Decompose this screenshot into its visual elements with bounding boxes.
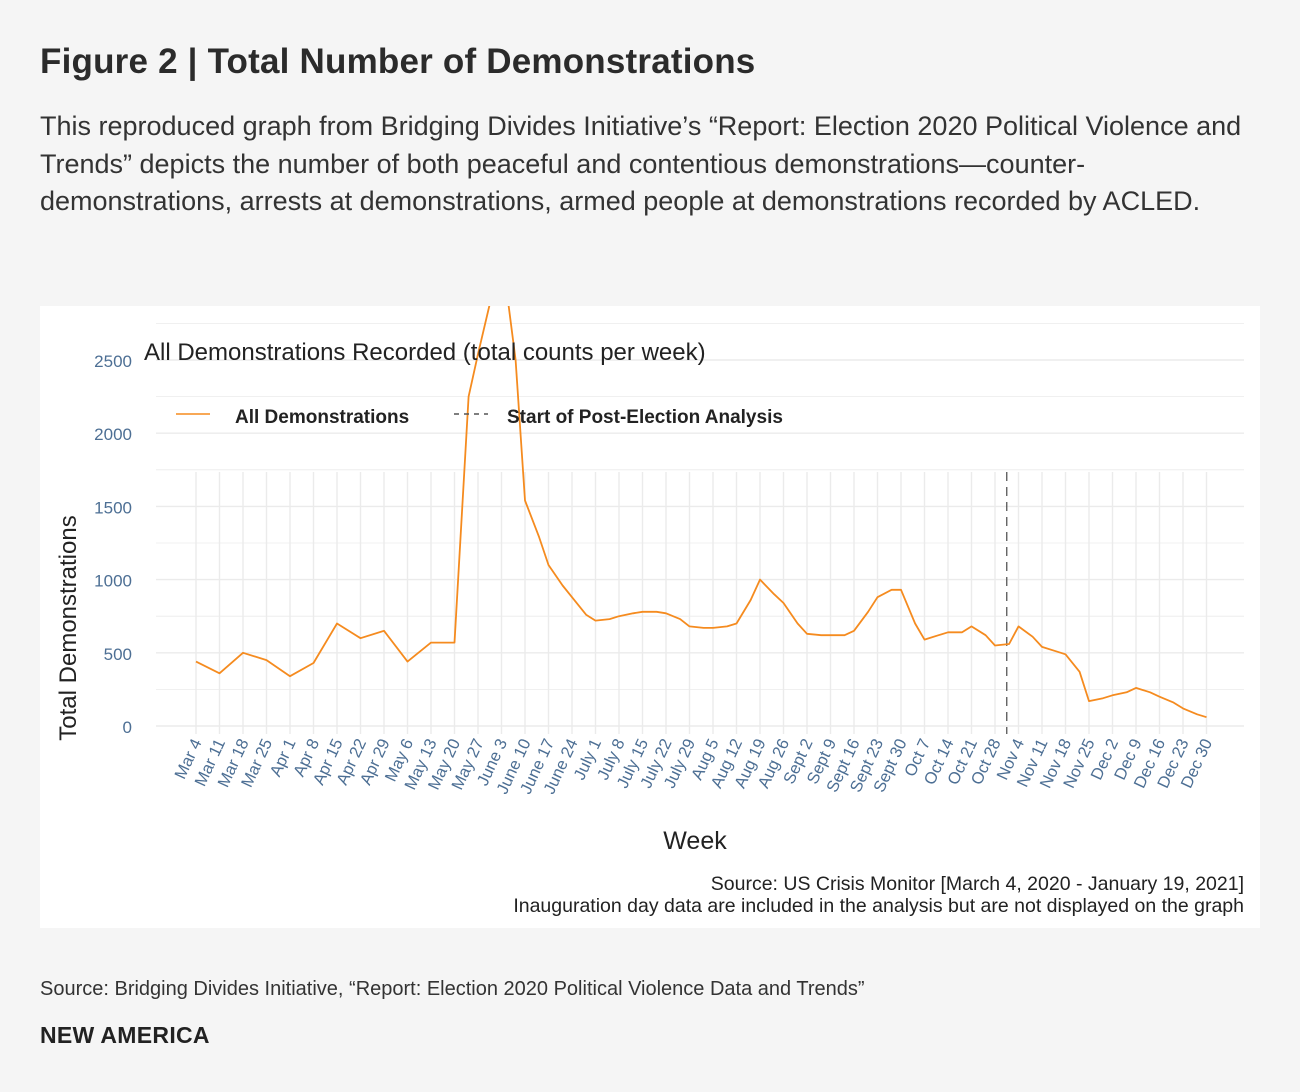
figure-source: Source: Bridging Divides Initiative, “Re… [40, 978, 865, 1000]
legend: All Demonstrations Start of Post-Electio… [176, 407, 783, 428]
y-tick-label: 500 [104, 645, 132, 664]
chart-title: All Demonstrations Recorded (total count… [144, 339, 706, 366]
x-axis-label: Week [663, 827, 727, 855]
legend-label-post-election: Start of Post-Election Analysis [507, 407, 783, 428]
series-line-all-demonstrations [195, 306, 1207, 719]
source-note: Source: US Crisis Monitor [March 4, 2020… [711, 873, 1244, 895]
legend-label-all-demonstrations: All Demonstrations [235, 407, 409, 428]
figure-title: Figure 2 | Total Number of Demonstration… [40, 42, 756, 81]
y-tick-label: 2000 [94, 425, 132, 444]
y-axis-label: Total Demonstrations [55, 515, 82, 740]
y-tick-label: 1500 [94, 498, 132, 517]
y-tick-label: 0 [123, 718, 132, 737]
y-tick-label: 2500 [94, 352, 132, 371]
inauguration-note: Inauguration day data are included in th… [513, 895, 1244, 917]
series-layer [195, 306, 1207, 719]
y-tick-label: 1000 [94, 572, 132, 591]
grid-layer [156, 322, 1244, 734]
brand-logo-text: NEW AMERICA [40, 1022, 210, 1048]
figure-description: This reproduced graph from Bridging Divi… [40, 111, 1242, 216]
